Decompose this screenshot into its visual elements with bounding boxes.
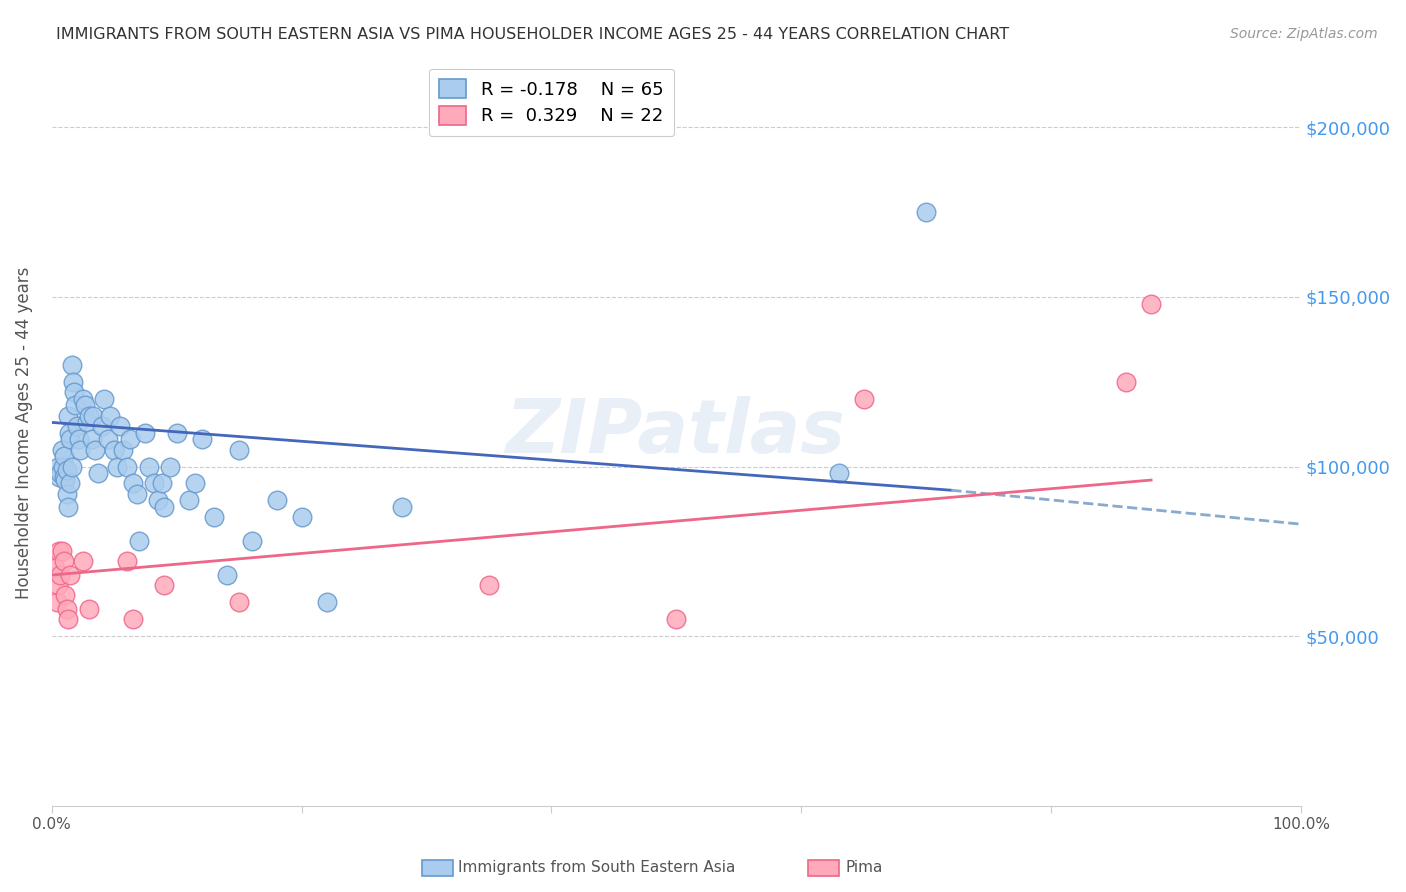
Point xyxy=(66,418,89,433)
Point xyxy=(56,500,79,515)
Point xyxy=(1115,375,1137,389)
Point xyxy=(69,442,91,457)
Point xyxy=(51,442,73,457)
Point xyxy=(153,578,176,592)
Point xyxy=(44,561,66,575)
Point xyxy=(179,493,201,508)
Point xyxy=(55,473,77,487)
Point xyxy=(315,595,337,609)
Point xyxy=(56,409,79,423)
Point xyxy=(115,554,138,568)
Point xyxy=(266,493,288,508)
Point xyxy=(55,486,77,500)
Point xyxy=(59,433,82,447)
Point xyxy=(478,578,501,592)
Point xyxy=(46,578,69,592)
Point xyxy=(115,459,138,474)
Point xyxy=(59,476,82,491)
Point xyxy=(59,568,82,582)
Point xyxy=(146,493,169,508)
Point xyxy=(915,205,938,219)
Point xyxy=(150,476,173,491)
Point xyxy=(51,544,73,558)
Point xyxy=(97,433,120,447)
Point xyxy=(48,469,70,483)
Point xyxy=(228,595,250,609)
Point xyxy=(852,392,875,406)
Point xyxy=(49,467,72,481)
Point xyxy=(153,500,176,515)
Text: Source: ZipAtlas.com: Source: ZipAtlas.com xyxy=(1230,27,1378,41)
Point xyxy=(55,588,77,602)
Point xyxy=(122,612,145,626)
Point xyxy=(60,358,83,372)
Point xyxy=(128,534,150,549)
Point xyxy=(93,392,115,406)
Point xyxy=(120,433,142,447)
Point xyxy=(67,433,90,447)
Point xyxy=(665,612,688,626)
Point xyxy=(110,418,132,433)
Point xyxy=(100,409,122,423)
Point xyxy=(159,459,181,474)
Point xyxy=(77,409,100,423)
Point xyxy=(82,409,104,423)
Point xyxy=(228,442,250,457)
Point xyxy=(291,510,314,524)
Point xyxy=(53,554,76,568)
Point xyxy=(143,476,166,491)
Point xyxy=(134,425,156,440)
Point xyxy=(77,602,100,616)
Text: IMMIGRANTS FROM SOUTH EASTERN ASIA VS PIMA HOUSEHOLDER INCOME AGES 25 - 44 YEARS: IMMIGRANTS FROM SOUTH EASTERN ASIA VS PI… xyxy=(56,27,1010,42)
Point xyxy=(58,425,80,440)
Point xyxy=(105,459,128,474)
Point xyxy=(75,399,97,413)
Point xyxy=(828,467,851,481)
Point xyxy=(80,433,103,447)
Point xyxy=(87,467,110,481)
Point xyxy=(202,510,225,524)
Point xyxy=(111,442,134,457)
Point xyxy=(48,544,70,558)
Point xyxy=(1140,297,1163,311)
Point xyxy=(62,375,84,389)
Y-axis label: Householder Income Ages 25 - 44 years: Householder Income Ages 25 - 44 years xyxy=(15,267,32,599)
Point xyxy=(76,416,98,430)
Point xyxy=(391,500,413,515)
Point xyxy=(166,425,188,440)
Point xyxy=(49,568,72,582)
Point xyxy=(138,459,160,474)
Point xyxy=(122,476,145,491)
Text: Immigrants from South Eastern Asia: Immigrants from South Eastern Asia xyxy=(458,861,735,875)
Point xyxy=(103,442,125,457)
Point xyxy=(125,486,148,500)
Point xyxy=(65,399,87,413)
Point xyxy=(45,595,67,609)
Point xyxy=(55,463,77,477)
Point xyxy=(240,534,263,549)
Point xyxy=(184,476,207,491)
Point xyxy=(46,459,69,474)
Point xyxy=(90,418,112,433)
Point xyxy=(190,433,212,447)
Point xyxy=(60,459,83,474)
Point xyxy=(56,612,79,626)
Point xyxy=(84,442,107,457)
Point xyxy=(53,469,76,483)
Point xyxy=(72,554,94,568)
Point xyxy=(53,450,76,464)
Text: ZIPatlas: ZIPatlas xyxy=(506,396,846,469)
Point xyxy=(52,459,75,474)
Text: Pima: Pima xyxy=(845,861,883,875)
Point xyxy=(63,384,86,399)
Point xyxy=(55,602,77,616)
Point xyxy=(215,568,238,582)
Point xyxy=(72,392,94,406)
Legend: R = -0.178    N = 65, R =  0.329    N = 22: R = -0.178 N = 65, R = 0.329 N = 22 xyxy=(429,69,675,136)
